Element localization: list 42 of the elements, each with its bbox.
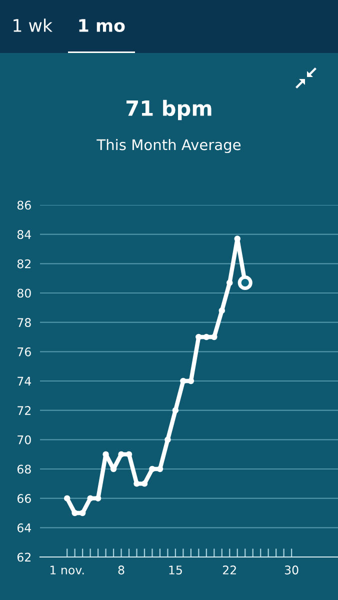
- x-tick-label: 1 nov.: [50, 566, 84, 574]
- point: [149, 466, 156, 472]
- x-tick-label: 30: [284, 566, 298, 574]
- y-tick-label: 64: [17, 523, 32, 532]
- y-tick-label: 78: [18, 318, 31, 327]
- point: [72, 510, 78, 516]
- point: [226, 280, 233, 286]
- y-tick-label: 86: [17, 200, 31, 210]
- x-tick-label: 15: [169, 566, 182, 574]
- point: [134, 480, 140, 487]
- y-tick-label: 74: [18, 376, 32, 386]
- y-tick-label: 66: [17, 494, 31, 503]
- y-tick-label: 70: [18, 435, 31, 444]
- point: [118, 451, 124, 458]
- point: [87, 495, 94, 502]
- chart-title: 71 bpm: [126, 100, 212, 120]
- point: [79, 510, 86, 516]
- point: [180, 378, 186, 384]
- x-tick-label: 8: [118, 566, 124, 574]
- text: 1 wk: [14, 18, 52, 32]
- point: [64, 495, 70, 502]
- chart-subtitle: This Month Average: [96, 138, 241, 154]
- point: [188, 378, 194, 384]
- point: [141, 480, 148, 487]
- y-tick-label: 62: [17, 552, 30, 562]
- y-tick-label: 80: [17, 288, 31, 298]
- text: 1 mo: [79, 19, 125, 32]
- y-tick-label: 76: [18, 347, 31, 356]
- point: [203, 334, 210, 340]
- point: [94, 495, 102, 502]
- point: [218, 307, 226, 314]
- point: [172, 407, 179, 414]
- y-tick-label: 84: [17, 230, 32, 239]
- point: [211, 334, 218, 340]
- y-tick-label: 68: [17, 464, 31, 474]
- point: [126, 451, 132, 458]
- y-tick-label: 82: [17, 259, 30, 268]
- x-tick-label: 22: [222, 566, 236, 574]
- y-tick-label: 72: [18, 406, 30, 415]
- point: [196, 334, 202, 340]
- point: [164, 436, 171, 443]
- point: [156, 466, 164, 472]
